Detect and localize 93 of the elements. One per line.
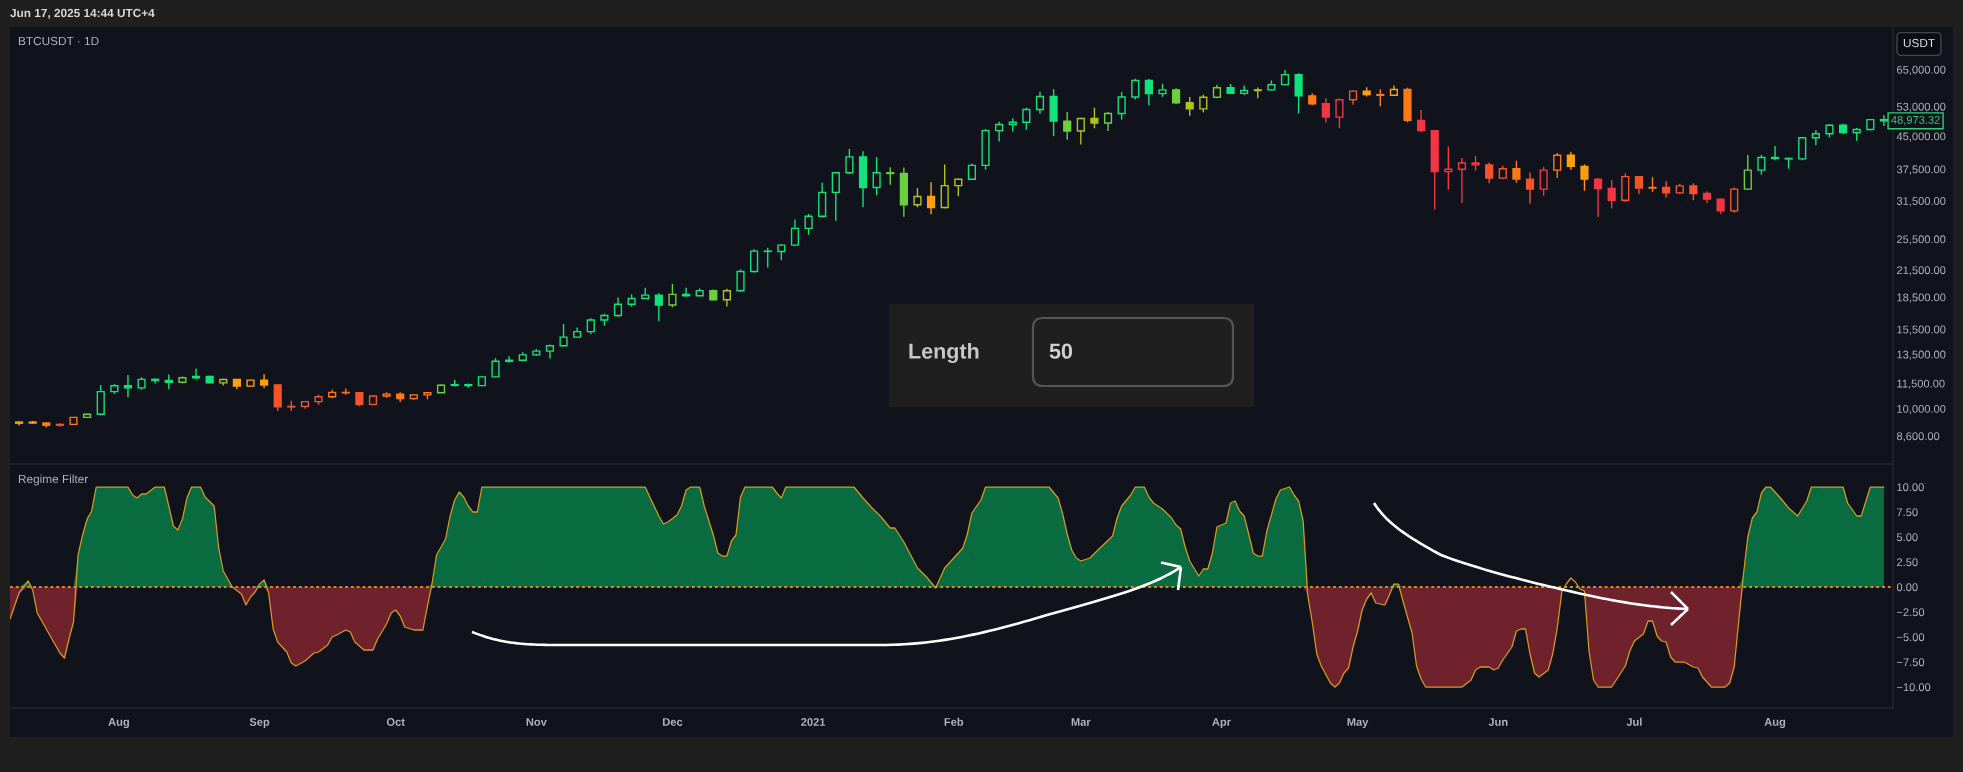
candlestick bbox=[1607, 179, 1616, 210]
x-tick-label: Mar bbox=[1071, 718, 1091, 726]
candlestick bbox=[1485, 161, 1494, 184]
text: Jun 17, 2025 14:44 UTC+4 bbox=[10, 8, 155, 19]
candlestick bbox=[872, 156, 881, 196]
candlestick bbox=[1063, 111, 1072, 141]
x-tick-label: Aug bbox=[108, 718, 129, 729]
y-tick-label: 5.00 bbox=[1896, 533, 1918, 542]
y-tick-label: 18,500.00 bbox=[1897, 293, 1946, 303]
candlestick bbox=[491, 357, 500, 378]
candlestick bbox=[831, 171, 840, 222]
candlestick bbox=[1117, 91, 1126, 121]
candlestick bbox=[613, 296, 623, 318]
y-tick-label: 8,600.00 bbox=[1896, 432, 1940, 442]
x-tick-label: Oct bbox=[386, 718, 405, 726]
candlestick bbox=[763, 247, 772, 269]
candlestick bbox=[1743, 154, 1752, 191]
candlestick bbox=[559, 323, 568, 348]
x-tick-label: Apr bbox=[1212, 718, 1231, 729]
x-tick-label: Feb bbox=[944, 717, 964, 726]
line-series bbox=[10, 486, 1885, 688]
y-tick-label: 21,500.00 bbox=[1897, 266, 1946, 276]
candlestick bbox=[845, 148, 854, 175]
candlestick bbox=[1131, 77, 1140, 101]
candlestick bbox=[818, 182, 827, 219]
candlestick bbox=[1294, 72, 1303, 115]
candlestick bbox=[273, 383, 282, 412]
x-tick-label: Jul bbox=[1626, 717, 1642, 726]
x-tick-label: Aug bbox=[1764, 718, 1786, 729]
candlestick bbox=[1770, 145, 1780, 161]
x-tick-label: Dec bbox=[663, 718, 683, 726]
candlestick bbox=[1090, 107, 1099, 129]
candlestick bbox=[926, 181, 936, 215]
candlestick bbox=[1525, 171, 1535, 205]
candlestick bbox=[1730, 186, 1739, 214]
candlestick bbox=[1076, 117, 1085, 146]
candlestick bbox=[1593, 177, 1603, 218]
candlestick bbox=[995, 121, 1004, 143]
candlestick bbox=[164, 373, 173, 390]
candlestick bbox=[1321, 97, 1330, 124]
y-tick-label: 2.50 bbox=[1897, 558, 1918, 567]
text: Regime Filter bbox=[18, 474, 88, 486]
annotation: 48,973.32 bbox=[1891, 115, 1940, 126]
candlestick bbox=[1580, 163, 1589, 192]
y-tick-label: 10,000.00 bbox=[1897, 404, 1946, 415]
candlestick bbox=[1621, 172, 1630, 203]
candlestick bbox=[1185, 96, 1194, 117]
candlestick bbox=[1757, 154, 1766, 176]
x-tick-label: Jun bbox=[1488, 718, 1508, 726]
y-axis-title: USDT bbox=[1903, 38, 1935, 48]
candlestick bbox=[668, 283, 677, 308]
y-tick-label: 15,500.00 bbox=[1897, 325, 1946, 335]
candlestick bbox=[1022, 107, 1031, 131]
y-tick-label: −7.50 bbox=[1897, 658, 1925, 667]
candlestick bbox=[654, 292, 663, 322]
candlestick bbox=[1553, 152, 1562, 179]
y-tick-label: −10.00 bbox=[1897, 683, 1931, 692]
x-tick-label: May bbox=[1347, 718, 1369, 729]
candlestick bbox=[1457, 157, 1467, 204]
candlestick bbox=[1335, 97, 1344, 129]
candlestick bbox=[940, 163, 949, 210]
y-tick-label: 25,500.00 bbox=[1897, 235, 1946, 245]
candlestick bbox=[1512, 160, 1521, 184]
candlestick bbox=[1879, 114, 1889, 127]
y-tick-label: −5.00 bbox=[1897, 633, 1925, 642]
y-tick-label: 13,500.00 bbox=[1897, 350, 1946, 360]
y-tick-label: −2.50 bbox=[1897, 608, 1925, 617]
y-tick-label: 7.50 bbox=[1897, 508, 1918, 517]
y-tick-label: 10.00 bbox=[1897, 483, 1924, 492]
x-tick-label: 2021 bbox=[801, 718, 826, 726]
y-tick-label: 45,000.00 bbox=[1896, 132, 1946, 142]
y-tick-label: 65,000.00 bbox=[1897, 65, 1946, 75]
y-tick-label: 11,500.00 bbox=[1897, 379, 1945, 389]
text: BTCUSDT · 1D bbox=[18, 36, 99, 46]
candlestick bbox=[1103, 111, 1113, 132]
candlestick bbox=[1417, 109, 1426, 133]
y-tick-label: 31,500.00 bbox=[1896, 197, 1946, 207]
candlestick bbox=[790, 218, 800, 248]
candlestick bbox=[96, 384, 105, 416]
y-tick-label: 0.00 bbox=[1896, 583, 1918, 592]
y-tick-label: 37,500.00 bbox=[1896, 165, 1946, 175]
y-tick-label: 53,000.00 bbox=[1896, 102, 1946, 112]
x-tick-label: Sep bbox=[249, 718, 270, 729]
candlestick bbox=[1035, 91, 1045, 115]
candlestick bbox=[1811, 129, 1820, 146]
candlestick bbox=[123, 374, 133, 398]
annotation: 50 bbox=[1049, 343, 1073, 359]
x-tick-label: Nov bbox=[526, 718, 547, 726]
candlestick bbox=[913, 187, 922, 208]
candlestick bbox=[1144, 78, 1153, 107]
annotation: Length bbox=[909, 342, 979, 364]
candlestick bbox=[1539, 166, 1548, 197]
candlestick bbox=[804, 213, 813, 236]
